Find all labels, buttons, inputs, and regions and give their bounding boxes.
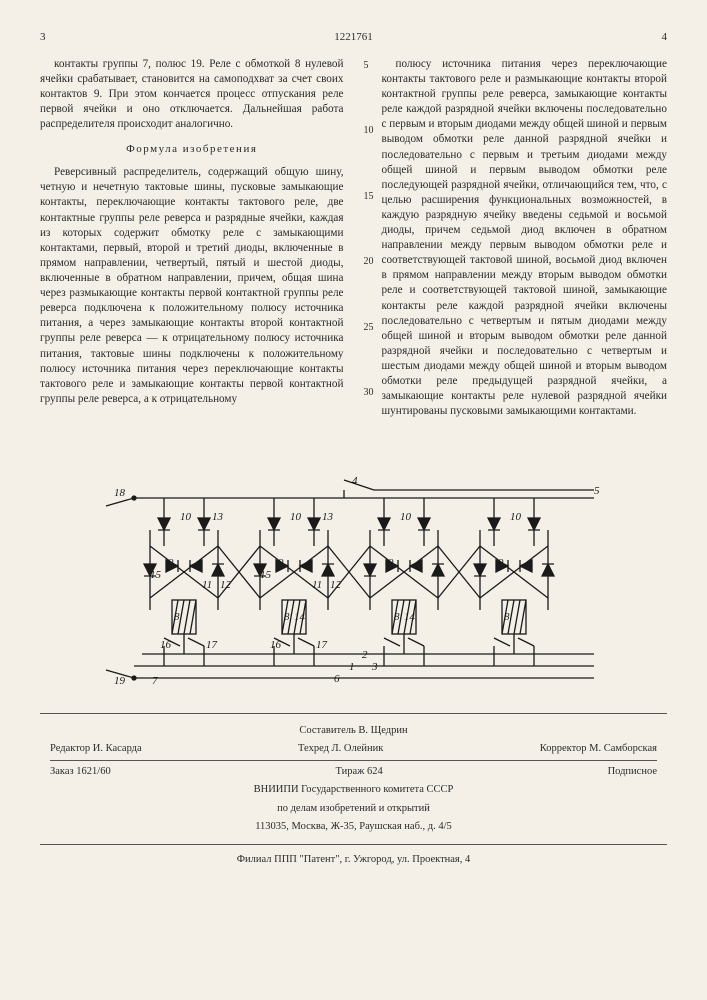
svg-text:16: 16 [270,639,282,651]
svg-text:4: 4 [352,475,358,487]
svg-text:13: 13 [212,511,224,523]
svg-text:10: 10 [510,511,522,523]
patent-number: 1221761 [46,30,662,45]
footer-tech: Техред Л. Олейник [298,742,383,756]
svg-text:8: 8 [394,611,400,623]
left-para2: Реверсивный распределитель, содержащий о… [40,165,344,407]
left-column: контакты группы 7, полюс 19. Реле с обмо… [40,57,344,452]
line-num: 30 [364,386,382,400]
footer-sub: Подписное [608,765,657,779]
right-para1: полюсу источника питания через переключа… [382,57,668,420]
svg-text:10: 10 [180,511,192,523]
svg-text:11: 11 [312,579,322,591]
line-numbers: 5 10 15 20 25 30 [364,57,382,452]
footer-org2: по делам изобретений и открытий [50,802,657,816]
svg-text:12: 12 [330,579,342,591]
svg-text:18: 18 [114,487,126,499]
line-num: 10 [364,124,382,138]
footer-corrector: Корректор М. Самборская [540,742,657,756]
svg-text:10: 10 [400,511,412,523]
svg-text:15: 15 [150,569,162,581]
page-header: 3 1221761 4 [40,30,667,45]
text-columns: контакты группы 7, полюс 19. Реле с обмо… [40,57,667,452]
footer-branch: Филиал ППП "Патент", г. Ужгород, ул. Про… [40,853,667,867]
svg-text:9: 9 [388,557,394,569]
svg-text:16: 16 [160,639,172,651]
svg-text:17: 17 [206,639,218,651]
svg-text:14: 14 [404,611,416,623]
circuit-diagram: 1819451623151510131013101099991112111288… [94,470,614,695]
svg-text:8: 8 [174,611,180,623]
footer-addr: 113035, Москва, Ж-35, Раушская наб., д. … [50,820,657,834]
right-column: полюсу источника питания через переключа… [382,57,668,452]
svg-text:6: 6 [334,673,340,685]
right-column-wrap: 5 10 15 20 25 30 полюсу источника питани… [364,57,668,452]
page-num-right: 4 [662,30,668,45]
line-num: 25 [364,321,382,335]
svg-text:14: 14 [294,611,306,623]
footer-org1: ВНИИПИ Государственного комитета СССР [50,783,657,797]
svg-text:9: 9 [278,557,284,569]
footer-compiler: Составитель В. Щедрин [50,724,657,738]
line-num: 20 [364,255,382,269]
svg-text:19: 19 [114,675,126,687]
svg-text:12: 12 [220,579,232,591]
svg-text:2: 2 [362,649,368,661]
footer-tirazh: Тираж 624 [335,765,382,779]
footer-block: Составитель В. Щедрин Редактор И. Касард… [40,713,667,845]
svg-text:9: 9 [498,557,504,569]
svg-text:17: 17 [316,639,328,651]
svg-text:8: 8 [284,611,290,623]
svg-text:1: 1 [349,661,355,673]
svg-text:7: 7 [152,675,158,687]
svg-text:8: 8 [504,611,510,623]
svg-text:15: 15 [260,569,272,581]
svg-text:9: 9 [168,557,174,569]
line-num: 5 [364,59,382,73]
svg-text:11: 11 [202,579,212,591]
svg-text:13: 13 [322,511,334,523]
svg-text:10: 10 [290,511,302,523]
line-num: 15 [364,190,382,204]
left-para1: контакты группы 7, полюс 19. Реле с обмо… [40,57,344,133]
formula-title: Формула изобретения [40,142,344,157]
svg-text:5: 5 [594,485,600,497]
footer-credits: Редактор И. Касарда Техред Л. Олейник Ко… [50,742,657,756]
footer-editor: Редактор И. Касарда [50,742,142,756]
svg-text:3: 3 [371,661,378,673]
footer-order: Заказ 1621/60 [50,765,111,779]
footer-order-row: Заказ 1621/60 Тираж 624 Подписное [50,765,657,779]
